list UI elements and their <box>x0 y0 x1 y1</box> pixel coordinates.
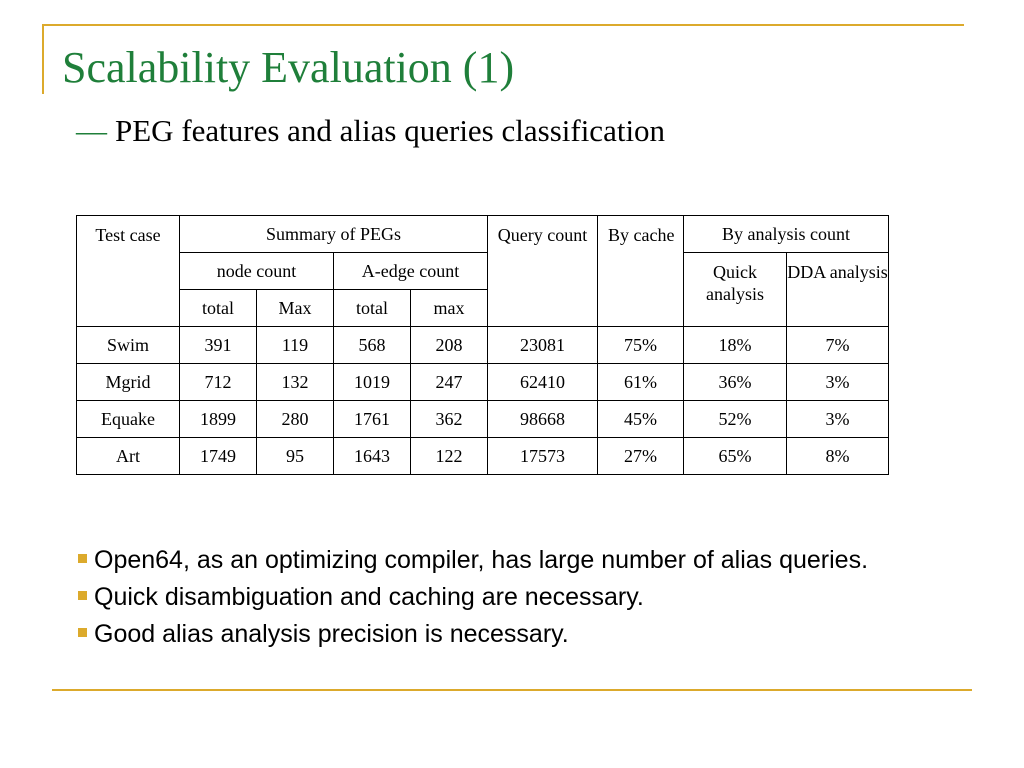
slide-subtitle: — PEG features and alias queries classifi… <box>76 113 666 148</box>
cell-edge-max: 362 <box>410 400 488 438</box>
table-row: Swim 391 119 568 208 23081 75% 18% 7% <box>76 326 889 364</box>
bullet-list: Open64, as an optimizing compiler, has l… <box>78 545 938 656</box>
cell-edge-total: 1019 <box>333 363 411 401</box>
header-summary-of-pegs: Summary of PEGs <box>179 215 488 253</box>
slide-title: Scalability Evaluation (1) <box>62 43 515 92</box>
cell-query-count: 23081 <box>487 326 598 364</box>
cell-edge-total: 1761 <box>333 400 411 438</box>
top-divider <box>42 24 964 26</box>
bottom-divider <box>52 689 972 691</box>
square-bullet-icon <box>78 554 87 563</box>
cell-dda-analysis: 3% <box>786 400 889 438</box>
cell-by-cache: 61% <box>597 363 684 401</box>
cell-quick-analysis: 52% <box>683 400 787 438</box>
header-dda-analysis: DDA analysis <box>786 252 889 327</box>
cell-query-count: 62410 <box>487 363 598 401</box>
square-bullet-icon <box>78 591 87 600</box>
subtitle-dash: — <box>76 113 107 148</box>
subtitle-text: PEG features and alias queries classific… <box>115 113 666 148</box>
cell-node-max: 280 <box>256 400 334 438</box>
cell-quick-analysis: 65% <box>683 437 787 475</box>
cell-dda-analysis: 3% <box>786 363 889 401</box>
cell-node-total: 1899 <box>179 400 257 438</box>
header-query-count: Query count <box>487 215 598 327</box>
bullet-text: Good alias analysis precision is necessa… <box>94 620 569 648</box>
table-row: Art 1749 95 1643 122 17573 27% 65% 8% <box>76 437 889 475</box>
square-bullet-icon <box>78 628 87 637</box>
bullet-item: Quick disambiguation and caching are nec… <box>78 582 938 612</box>
cell-dda-analysis: 7% <box>786 326 889 364</box>
table-row: Mgrid 712 132 1019 247 62410 61% 36% 3% <box>76 363 889 401</box>
header-edge-total: total <box>333 289 411 327</box>
cell-query-count: 98668 <box>487 400 598 438</box>
cell-dda-analysis: 8% <box>786 437 889 475</box>
cell-by-cache: 45% <box>597 400 684 438</box>
cell-quick-analysis: 36% <box>683 363 787 401</box>
cell-test-case: Equake <box>76 400 180 438</box>
bullet-item: Open64, as an optimizing compiler, has l… <box>78 545 938 575</box>
header-node-total: total <box>179 289 257 327</box>
header-a-edge-count: A-edge count <box>333 252 488 290</box>
bullet-item: Good alias analysis precision is necessa… <box>78 619 938 649</box>
cell-by-cache: 75% <box>597 326 684 364</box>
cell-node-max: 132 <box>256 363 334 401</box>
cell-edge-max: 247 <box>410 363 488 401</box>
header-by-cache: By cache <box>597 215 684 327</box>
header-by-analysis-count: By analysis count <box>683 215 889 253</box>
cell-node-max: 95 <box>256 437 334 475</box>
bullet-text: Quick disambiguation and caching are nec… <box>94 583 644 611</box>
cell-edge-total: 568 <box>333 326 411 364</box>
cell-test-case: Mgrid <box>76 363 180 401</box>
left-divider <box>42 24 44 94</box>
header-node-count: node count <box>179 252 334 290</box>
cell-test-case: Art <box>76 437 180 475</box>
cell-node-total: 712 <box>179 363 257 401</box>
cell-node-max: 119 <box>256 326 334 364</box>
cell-query-count: 17573 <box>487 437 598 475</box>
cell-edge-total: 1643 <box>333 437 411 475</box>
peg-features-table: Test case Summary of PEGs Query count By… <box>76 215 889 475</box>
cell-edge-max: 208 <box>410 326 488 364</box>
cell-by-cache: 27% <box>597 437 684 475</box>
bullet-text: Open64, as an optimizing compiler, has l… <box>94 546 869 574</box>
cell-node-total: 1749 <box>179 437 257 475</box>
cell-quick-analysis: 18% <box>683 326 787 364</box>
cell-node-total: 391 <box>179 326 257 364</box>
header-edge-max: max <box>410 289 488 327</box>
header-test-case: Test case <box>76 215 180 327</box>
table-row: Equake 1899 280 1761 362 98668 45% 52% 3… <box>76 400 889 438</box>
cell-edge-max: 122 <box>410 437 488 475</box>
cell-test-case: Swim <box>76 326 180 364</box>
header-node-max: Max <box>256 289 334 327</box>
header-quick-analysis: Quick analysis <box>683 252 787 327</box>
